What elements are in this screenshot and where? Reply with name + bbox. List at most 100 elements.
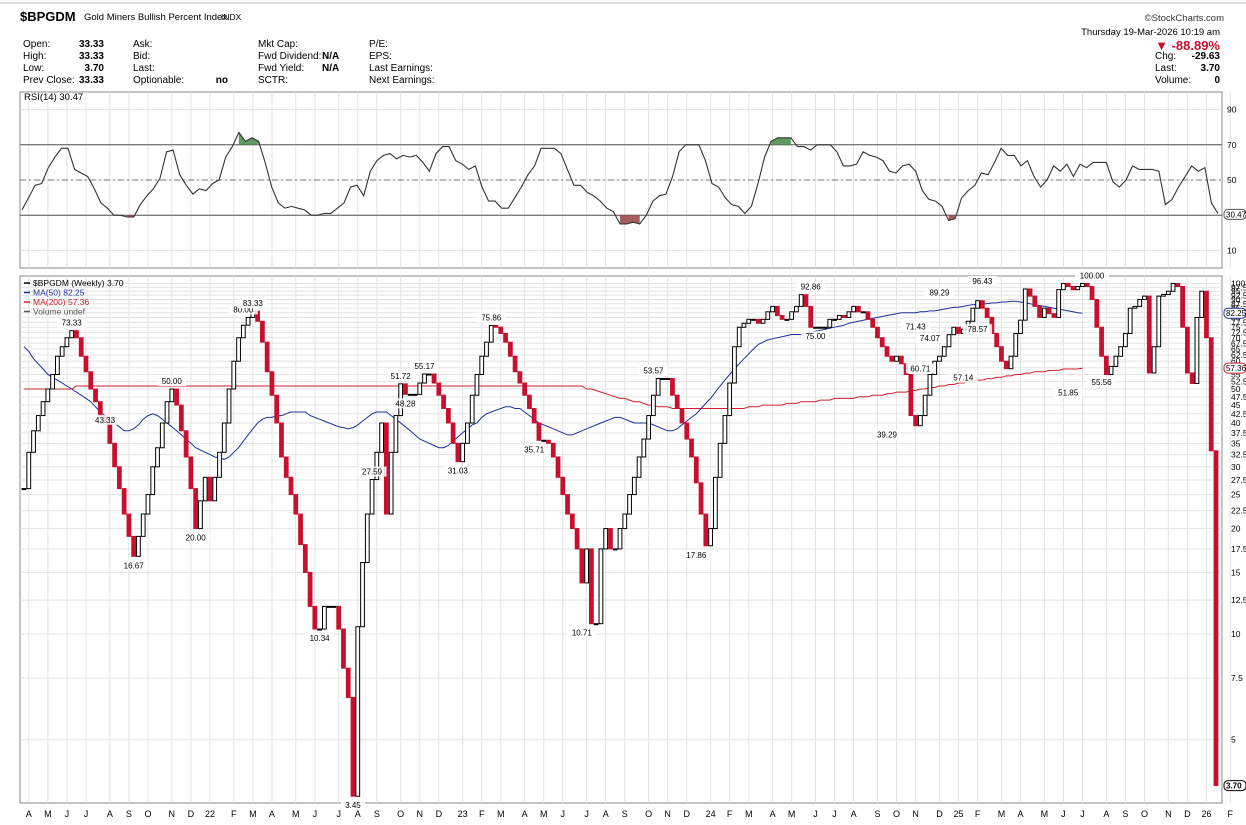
price-bar-up bbox=[636, 456, 642, 478]
price-bar-up bbox=[26, 451, 32, 490]
price-bar-down bbox=[1089, 286, 1095, 300]
price-bar-down bbox=[546, 439, 551, 444]
price-bar-down bbox=[608, 528, 613, 550]
price-tick-label: 70 bbox=[1231, 333, 1241, 343]
price-bar-up bbox=[1123, 332, 1128, 348]
price-bar-up bbox=[784, 318, 790, 321]
x-tick-label: J bbox=[84, 809, 89, 819]
price-bar-down bbox=[589, 548, 594, 625]
x-tick-label: J bbox=[336, 809, 341, 819]
price-annotation: 17.86 bbox=[686, 551, 707, 560]
rsi-tick-label: 90 bbox=[1227, 105, 1237, 115]
price-bar-up bbox=[331, 605, 337, 608]
price-bar-up bbox=[69, 330, 75, 339]
x-tick-label: O bbox=[1141, 809, 1148, 819]
price-bar-down bbox=[531, 407, 537, 424]
price-tick-label: 42.5 bbox=[1231, 409, 1246, 419]
price-bar-down bbox=[441, 394, 446, 409]
x-tick-label: N bbox=[169, 809, 176, 819]
price-bar-down bbox=[116, 466, 122, 490]
price-bar-up bbox=[627, 494, 632, 515]
rsi-current-tag-box bbox=[1223, 208, 1246, 220]
price-bar-up bbox=[388, 451, 394, 515]
price-bar-up bbox=[593, 623, 599, 626]
quote-left-label: High: bbox=[23, 51, 47, 62]
quote-right-value: 0 bbox=[1214, 75, 1220, 86]
price-bar-up bbox=[469, 394, 475, 424]
price-annotation: 75.00 bbox=[805, 332, 826, 341]
annotation-bg bbox=[638, 365, 668, 376]
price-bar-down bbox=[93, 388, 98, 403]
price-tick-label: 95 bbox=[1231, 286, 1241, 296]
price-annotation: 78.57 bbox=[968, 325, 989, 334]
price-bar-up bbox=[970, 307, 976, 322]
price-bar-down bbox=[1213, 450, 1219, 787]
quote-mid2-label: Fwd Dividend: bbox=[258, 51, 322, 62]
x-tick-label: 23 bbox=[458, 809, 468, 819]
price-bar-up bbox=[751, 318, 756, 321]
quote-mid2-label: Fwd Yield: bbox=[258, 63, 305, 74]
price-bar-down bbox=[445, 407, 451, 424]
price-tick-label: 45 bbox=[1231, 400, 1241, 410]
price-bar-up bbox=[417, 382, 423, 395]
price-tick-label: 50 bbox=[1231, 384, 1241, 394]
x-tick-label: 22 bbox=[205, 809, 215, 819]
price-bar-down bbox=[908, 373, 914, 417]
price-bar-up bbox=[198, 500, 203, 530]
price-bar-up bbox=[1127, 307, 1133, 334]
symbol-title: $BPGDM bbox=[20, 9, 76, 24]
price-annotation: 48.28 bbox=[395, 399, 416, 408]
price-bar-up bbox=[1022, 288, 1028, 321]
price-legend: $BPGDM (Weekly) 3.70 bbox=[33, 278, 124, 288]
price-bar-up bbox=[326, 605, 332, 608]
price-tick-label: 17.5 bbox=[1231, 544, 1246, 554]
price-bar-down bbox=[178, 404, 184, 432]
price-bar-down bbox=[279, 422, 284, 458]
price-bar-up bbox=[1041, 307, 1047, 318]
price-bar-up bbox=[1018, 319, 1023, 334]
annotation-bg bbox=[238, 298, 268, 309]
annotation-bg bbox=[410, 361, 440, 372]
price-bar-up bbox=[918, 415, 923, 427]
price-bar-up bbox=[369, 479, 375, 515]
annotation-bg bbox=[800, 331, 830, 342]
x-tick-label: J bbox=[832, 809, 837, 819]
price-tag: 57.36 bbox=[1226, 364, 1246, 373]
price-bar-up bbox=[35, 415, 41, 432]
price-tag-box bbox=[1223, 307, 1246, 319]
price-bar-down bbox=[670, 378, 675, 396]
price-bar-down bbox=[112, 442, 117, 468]
price-bar-up bbox=[226, 388, 232, 424]
price-bar-down bbox=[774, 305, 780, 317]
price-bar-up bbox=[732, 346, 737, 384]
x-tick-label: J bbox=[313, 809, 318, 819]
price-bar-up bbox=[479, 355, 485, 375]
price-bar-up bbox=[21, 488, 27, 491]
price-tick-label: 40 bbox=[1231, 418, 1241, 428]
price-bar-down bbox=[78, 337, 84, 357]
stockcharts-logo[interactable]: ©StockCharts.com bbox=[1144, 13, 1224, 24]
price-bar-down bbox=[679, 407, 685, 424]
quote-mid2-value: N/A bbox=[322, 51, 340, 62]
annotation-bg bbox=[57, 317, 87, 328]
price-bar-up bbox=[221, 422, 227, 453]
price-bar-up bbox=[922, 394, 928, 417]
x-tick-label: O bbox=[397, 809, 404, 819]
price-bar-down bbox=[779, 315, 785, 320]
price-bar-up bbox=[164, 401, 170, 424]
price-bar-up bbox=[927, 373, 933, 396]
x-tick-label: J bbox=[65, 809, 70, 819]
price-bar-up bbox=[355, 626, 361, 797]
quote-right-label: Volume: bbox=[1155, 75, 1192, 86]
price-bar-up bbox=[770, 305, 775, 313]
price-bar-up bbox=[617, 528, 623, 550]
price-tick-label: 37.5 bbox=[1231, 428, 1246, 438]
x-tick-label: S bbox=[622, 809, 628, 819]
price-bar-up bbox=[794, 305, 799, 313]
price-annotation: 16.67 bbox=[124, 561, 145, 570]
annotation-bg bbox=[1075, 270, 1110, 281]
price-bar-down bbox=[341, 628, 346, 669]
price-tick-label: 20 bbox=[1231, 524, 1241, 534]
ma200-line bbox=[24, 367, 1083, 409]
price-tag-box bbox=[1223, 780, 1246, 792]
